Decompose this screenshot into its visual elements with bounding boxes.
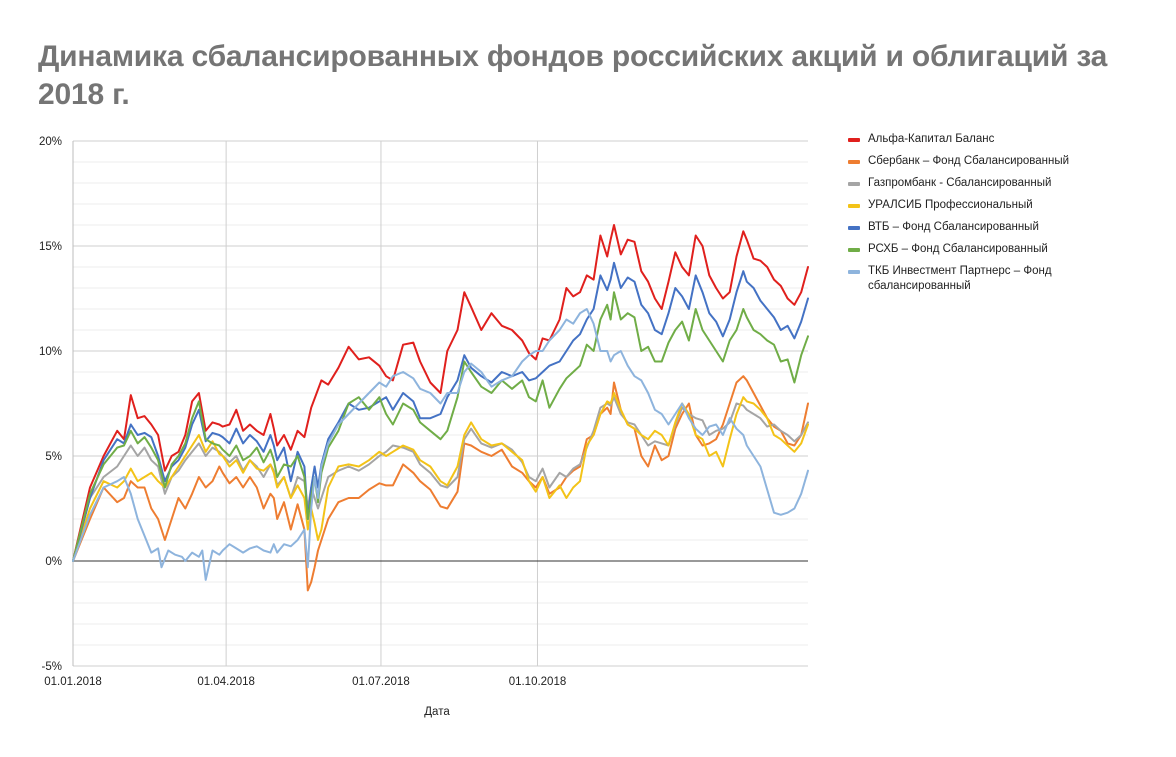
legend-label: Газпромбанк - Сбалансированный — [868, 177, 1052, 189]
legend-item-5: ВТБ – Фонд Сбалансированный — [848, 220, 1148, 235]
y-tick-label: 10% — [39, 346, 62, 358]
legend-label: РСХБ – Фонд Сбалансированный — [868, 243, 1048, 255]
legend-swatch — [848, 160, 860, 164]
legend-item-7: ТКБ Инвестмент Партнерс – Фонд сбалансир… — [848, 264, 1148, 294]
tick-labels: 20% 15% 10% 5% 0% -5% 01.01.2018 01.04.2018 01.0… — [39, 136, 566, 688]
legend-item-4: УРАЛСИБ Профессиональный — [848, 198, 1148, 213]
legend-label: ВТБ – Фонд Сбалансированный — [868, 221, 1039, 233]
legend-swatch — [848, 182, 860, 186]
x-tick-label: 01.07.2018 — [352, 676, 410, 688]
y-tick-label: 5% — [45, 451, 62, 463]
x-tick-label: 01.04.2018 — [197, 676, 255, 688]
axes — [72, 141, 808, 666]
series-line-7 — [72, 308, 809, 581]
x-tick-label: 01.01.2018 — [44, 676, 102, 688]
legend-label: Альфа-Капитал Баланс — [868, 133, 995, 145]
y-tick-label: 15% — [39, 241, 62, 253]
series-line-3 — [72, 396, 809, 562]
legend-swatch — [848, 138, 860, 142]
y-tick-label: -5% — [42, 661, 62, 673]
x-axis-title: Дата — [424, 706, 450, 718]
x-tick-label: 01.10.2018 — [509, 676, 567, 688]
legend-item-3: Газпромбанк - Сбалансированный — [848, 176, 1148, 191]
series-line-5 — [72, 261, 809, 562]
legend-item-2: Сбербанк – Фонд Сбалансированный — [848, 154, 1148, 169]
legend-swatch — [848, 248, 860, 252]
chart-title: Динамика сбалансированных фондов российс… — [38, 40, 1108, 111]
series-line-4 — [72, 392, 809, 562]
y-tick-label: 0% — [45, 556, 62, 568]
series-lines — [72, 224, 809, 592]
series-line-1 — [72, 224, 809, 562]
legend: Альфа-Капитал Баланс Сбербанк – Фонд Сбал… — [848, 132, 1148, 301]
legend-swatch — [848, 270, 860, 274]
legend-swatch — [848, 204, 860, 208]
legend-item-1: Альфа-Капитал Баланс — [848, 132, 1148, 147]
legend-item-6: РСХБ – Фонд Сбалансированный — [848, 242, 1148, 257]
legend-swatch — [848, 226, 860, 230]
series-line-6 — [72, 291, 809, 562]
legend-label: Сбербанк – Фонд Сбалансированный — [868, 155, 1070, 167]
y-tick-label: 20% — [39, 136, 62, 148]
legend-label: УРАЛСИБ Профессиональный — [868, 199, 1033, 211]
legend-label: ТКБ Инвестмент Партнерс – Фонд сбалансир… — [868, 265, 1052, 292]
